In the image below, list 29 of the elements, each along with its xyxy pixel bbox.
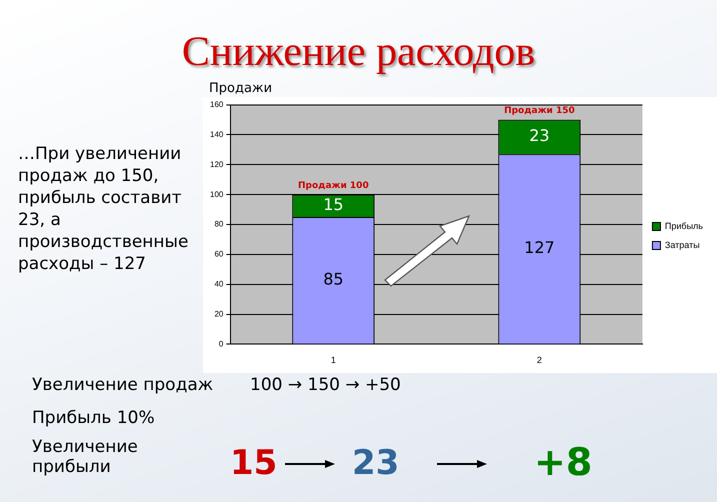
x-tick-label: 1 <box>330 355 336 366</box>
text: Прибыль 10% <box>32 408 155 428</box>
y-tick-label: 80 <box>214 220 224 229</box>
legend-label: Затраты <box>664 240 700 250</box>
data-label: 23 <box>529 126 550 146</box>
y-tick-label: 60 <box>214 250 224 259</box>
text: Увеличение продаж <box>32 375 214 395</box>
y-tick-label: 140 <box>210 130 224 139</box>
text: 15 <box>230 443 278 483</box>
text: 23 <box>352 443 400 483</box>
y-tick-label: 0 <box>218 339 224 348</box>
text: …При увеличении продаж до 150, прибыль составит 23, а производственные расходы – 127 <box>18 143 190 275</box>
y-tick-label: 20 <box>214 309 224 318</box>
x-tick-label: 2 <box>536 355 542 366</box>
y-tick-label: 40 <box>214 280 224 289</box>
data-label: 127 <box>524 238 555 258</box>
y-tick-label: 120 <box>210 160 224 169</box>
text: Увеличение прибыли <box>32 437 139 477</box>
legend-label: Прибыль <box>664 220 704 231</box>
total-label: Продажи 100 <box>298 180 369 191</box>
chart-title: Снижение расходов <box>180 28 536 76</box>
data-label: 15 <box>323 194 344 214</box>
text: 100 → 150 → +50 <box>250 375 401 395</box>
y-tick-label: 100 <box>210 190 224 199</box>
text: +8 <box>534 440 592 484</box>
data-label: 85 <box>323 270 344 289</box>
total-label: Продажи 150 <box>504 106 575 116</box>
y-tick-label: 160 <box>210 100 224 110</box>
y-axis-title: Продажи <box>209 81 272 96</box>
